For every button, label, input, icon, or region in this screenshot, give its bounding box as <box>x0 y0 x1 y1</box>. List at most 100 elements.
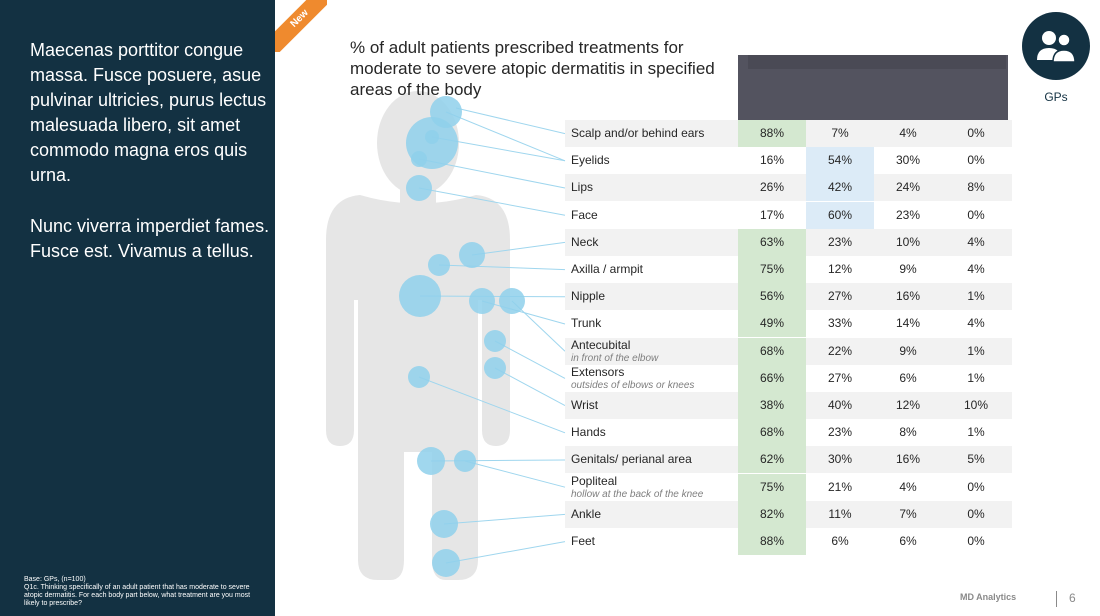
table-cell: 49% <box>738 310 806 338</box>
body-area-marker <box>432 549 460 577</box>
table-row: Eyelids 16% 54% 30% 0% <box>565 147 1012 175</box>
row-label-text: Genitals/ perianal area <box>571 452 692 467</box>
table-cell: 7% <box>831 126 849 140</box>
row-label-text: Face <box>571 207 598 222</box>
footnote: Base: GPs, (n=100) Q1c. Thinking specifi… <box>24 576 254 608</box>
row-label-sub: hollow at the back of the knee <box>571 488 704 500</box>
row-label: Eyelids <box>571 147 610 174</box>
table-cell: 63% <box>738 228 806 256</box>
brand-logo: MD Analytics <box>960 592 1017 602</box>
table-row: Ankle 82% 11% 7% 0% <box>565 500 1012 528</box>
row-label: Extensors outsides of elbows or knees <box>571 364 695 393</box>
row-label: Axilla / armpit <box>571 256 643 283</box>
body-area-marker <box>411 151 427 167</box>
table-cell: 4% <box>967 234 985 249</box>
page-number: 6 <box>1069 591 1076 605</box>
leader-line <box>464 460 566 488</box>
table-cell: 12% <box>895 398 921 412</box>
table-cell: 12% <box>827 262 853 276</box>
table-cell: 0% <box>967 479 985 494</box>
table-cell: 88% <box>738 120 806 147</box>
table-row: Popliteal hollow at the back of the knee 7… <box>565 473 1012 502</box>
sidebar-paragraph-1: Maecenas porttitor congue massa. Fusce p… <box>30 40 267 185</box>
body-area-marker <box>499 288 525 314</box>
table-cell: 10% <box>895 234 921 249</box>
table-row: Antecubital in front of the elbow 68% 22% 9%… <box>565 337 1012 365</box>
table-cell: 16% <box>895 289 921 304</box>
table-row: Extensors outsides of elbows or knees 66% 2… <box>565 364 1012 393</box>
table-cell: 1% <box>967 425 985 440</box>
table-cell: 0% <box>967 126 985 140</box>
row-label-text: Trunk <box>571 316 602 331</box>
table-cell: 54% <box>806 147 874 175</box>
table-row: Hands 68% 23% 8% 1% <box>565 419 1012 447</box>
table-cell: 4% <box>899 126 917 140</box>
row-label-text: Ankle <box>571 506 602 521</box>
table-cell: 42% <box>806 174 874 202</box>
table-cell: 62% <box>738 446 806 474</box>
table-cell: 38% <box>738 392 806 419</box>
table-cell: 1% <box>967 289 985 304</box>
body-area-marker <box>417 447 445 475</box>
row-label-text: Popliteal <box>571 473 618 488</box>
body-area-marker <box>430 510 458 538</box>
table-cell: 0% <box>967 534 985 548</box>
footnote-question: Q1c. Thinking specifically of an adult p… <box>24 584 251 607</box>
table-row: Feet 88% 6% 6% 0% <box>565 528 1012 555</box>
table-cell: 0% <box>967 506 985 521</box>
table-cell: 14% <box>895 316 921 331</box>
table-cell: 27% <box>827 370 853 385</box>
row-label: Lips <box>571 174 593 201</box>
body-area-marker <box>459 242 485 268</box>
leader-line <box>494 367 566 407</box>
body-area-marker <box>484 330 506 352</box>
table-cell: 7% <box>899 506 917 521</box>
sidebar: Maecenas porttitor congue massa. Fusce p… <box>0 0 275 616</box>
table-cell: 82% <box>738 500 806 528</box>
row-label-text: Antecubital <box>571 337 631 352</box>
row-label-text: Extensors <box>571 364 625 379</box>
row-label: Popliteal hollow at the back of the knee <box>571 473 704 502</box>
row-label-text: Scalp and/or behind ears <box>571 126 705 140</box>
table-header-top <box>748 55 1006 69</box>
table-cell: 26% <box>759 180 785 195</box>
body-area-marker <box>408 366 430 388</box>
table-cell: 8% <box>899 425 917 440</box>
table-cell: 75% <box>738 473 806 501</box>
row-label: Hands <box>571 419 606 446</box>
footer-divider <box>1056 591 1057 607</box>
table-cell: 9% <box>899 343 917 358</box>
row-label-text: Hands <box>571 425 606 440</box>
table-cell: 6% <box>899 370 917 385</box>
row-label: Genitals/ perianal area <box>571 446 692 473</box>
table-row: Nipple 56% 27% 16% 1% <box>565 283 1012 311</box>
table-cell: 4% <box>967 262 985 276</box>
body-area-marker <box>406 175 432 201</box>
table-cell: 88% <box>738 528 806 555</box>
footnote-base: Base: GPs, (n=100) <box>24 576 86 583</box>
body-area-marker <box>484 357 506 379</box>
table-cell: 68% <box>738 337 806 365</box>
row-label-text: Wrist <box>571 398 599 412</box>
table-cell: 75% <box>738 256 806 283</box>
table-cell: 5% <box>967 452 985 467</box>
people-group-icon <box>1022 12 1090 80</box>
row-label-sub: outsides of elbows or knees <box>571 379 695 391</box>
row-label-text: Feet <box>571 534 596 548</box>
table-row: Lips 26% 42% 24% 8% <box>565 174 1012 202</box>
table-cell: 23% <box>895 207 921 222</box>
row-label: Neck <box>571 229 598 256</box>
body-area-marker <box>425 130 439 144</box>
table-cell: 10% <box>963 398 989 412</box>
table-cell: 11% <box>828 506 852 521</box>
table-cell: 0% <box>967 153 985 168</box>
table-cell: 17% <box>759 207 785 222</box>
table-cell: 21% <box>827 479 853 494</box>
table-cell: 30% <box>895 153 921 168</box>
row-label: Nipple <box>571 283 605 310</box>
leader-line <box>455 107 566 135</box>
table-cell: 23% <box>827 234 853 249</box>
body-area-markers <box>399 96 525 577</box>
table-cell: 9% <box>899 262 917 276</box>
